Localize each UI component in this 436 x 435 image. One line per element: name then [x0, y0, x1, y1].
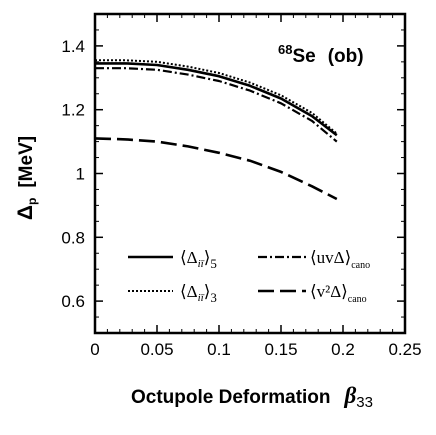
x-tick-label: 0.25	[388, 340, 421, 359]
legend-entry-dotted: ⟨Δiī⟩3	[180, 282, 217, 305]
y-tick-label: 1.4	[61, 37, 85, 56]
legend-sub2: cano	[348, 294, 367, 305]
series-line-longdash	[94, 137, 338, 201]
y-tick-label: 0.8	[61, 228, 85, 247]
series-line-dashdot	[95, 67, 338, 143]
legend-main: ⟨v²Δ⟩	[310, 282, 348, 301]
legend-sub1: iī	[198, 292, 205, 304]
x-tick-label: 0.2	[331, 340, 355, 359]
legend-close: ⟩	[204, 248, 211, 267]
legend-main: ⟨Δ	[180, 248, 198, 267]
annotation-element: Se	[292, 46, 315, 67]
legend-sub2: 5	[210, 256, 217, 271]
series-line-solid	[95, 62, 338, 137]
legend-entry-longdash: ⟨v²Δ⟩cano	[310, 282, 367, 305]
y-axis-symbol-sub: p	[25, 198, 39, 205]
y-axis-title: Δp [MeV]	[14, 136, 39, 220]
series-line-dotted	[95, 59, 338, 135]
x-tick-label: 0	[90, 340, 99, 359]
annotation: 68Se (ob)	[278, 42, 364, 67]
legend-close: ⟩	[204, 282, 211, 301]
x-axis-label: Octupole Deformation	[131, 387, 331, 408]
legend-main: ⟨uvΔ⟩	[310, 248, 351, 267]
y-tick-label: 1	[76, 165, 85, 184]
y-tick-label: 1.2	[61, 101, 85, 120]
y-tick-label: 0.6	[61, 292, 85, 311]
legend-sub2: cano	[351, 260, 370, 271]
x-tick-label: 0.15	[264, 340, 297, 359]
legend-sub2: 3	[210, 290, 217, 305]
y-axis-unit: [MeV]	[16, 136, 37, 188]
annotation-mass: 68	[278, 42, 292, 57]
x-tick-label: 0.1	[207, 340, 231, 359]
x-axis-symbol: β	[344, 383, 357, 408]
legend-main: ⟨Δ	[180, 282, 198, 301]
y-axis-symbol: Δ	[14, 205, 37, 220]
x-tick-label: 0.05	[140, 340, 173, 359]
legend-entry-solid: ⟨Δiī⟩5	[180, 248, 217, 271]
x-axis-symbol-sub: 33	[356, 394, 373, 411]
legend-entry-dashdot: ⟨uvΔ⟩cano	[310, 248, 370, 271]
legend-sub1: iī	[198, 258, 205, 270]
x-axis-title: Octupole Deformation β33	[131, 383, 373, 411]
annotation-suffix: (ob)	[328, 46, 364, 67]
